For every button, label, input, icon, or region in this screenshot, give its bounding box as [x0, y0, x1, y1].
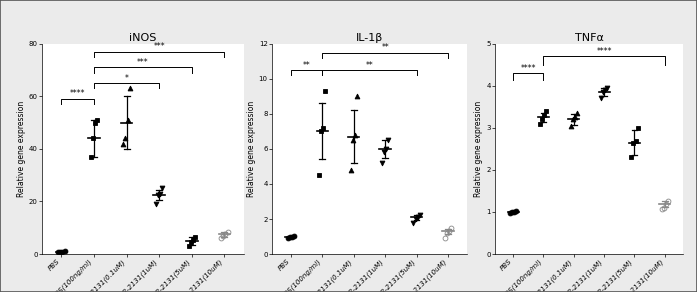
Text: ****: **** [597, 46, 612, 55]
Y-axis label: Relative gene expression: Relative gene expression [475, 101, 484, 197]
Y-axis label: Relative gene expression: Relative gene expression [247, 101, 256, 197]
Text: **: ** [302, 60, 310, 69]
Title: iNOS: iNOS [129, 33, 157, 43]
Text: ****: **** [521, 64, 536, 73]
Y-axis label: Relative gene expression: Relative gene expression [17, 101, 26, 197]
Title: IL-1β: IL-1β [355, 33, 383, 43]
Text: **: ** [381, 43, 389, 52]
Text: ****: **** [70, 89, 86, 98]
Text: **: ** [365, 60, 374, 69]
Title: TNFα: TNFα [574, 33, 604, 43]
Text: ***: *** [153, 42, 165, 51]
Text: ***: *** [137, 58, 148, 67]
Text: *: * [125, 74, 128, 83]
